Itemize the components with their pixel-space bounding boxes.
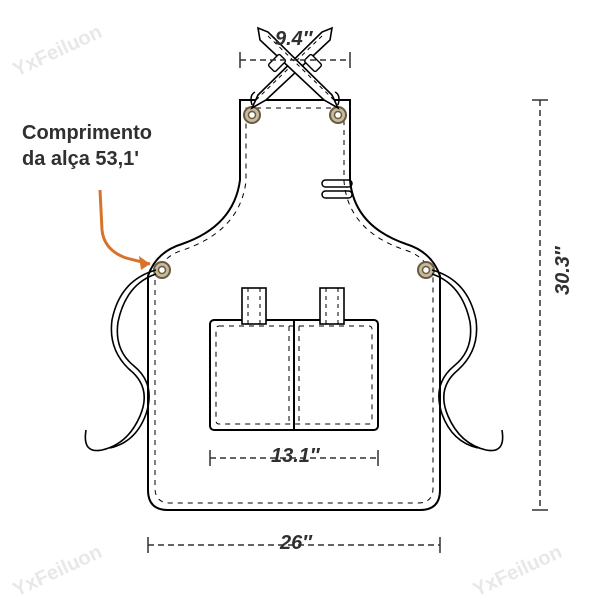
waist-tie-left	[85, 270, 156, 451]
apron-svg	[0, 0, 600, 600]
label-height: 30.3″	[552, 246, 575, 295]
label-strap: Comprimento da alça 53,1'	[22, 120, 152, 172]
grommet-side-left	[154, 262, 170, 278]
grommet-side-right	[418, 262, 434, 278]
grommet-top-left	[244, 107, 260, 123]
waist-tie-right	[432, 270, 503, 451]
grommet-top-right	[330, 107, 346, 123]
diagram-stage: YxFeiluon YxFeiluon YxFeiluon	[0, 0, 600, 600]
label-bottom-width: 26″	[280, 532, 312, 555]
strap-callout-arrow	[139, 256, 150, 270]
strap-callout-line	[100, 190, 150, 264]
label-strap-line1: Comprimento	[22, 122, 152, 144]
label-pocket-width: 13.1″	[271, 445, 320, 468]
label-strap-line2: da alça 53,1'	[22, 148, 139, 170]
label-bib-width: 9.4″	[275, 28, 312, 51]
front-pocket	[210, 320, 378, 430]
dim-height	[532, 100, 548, 510]
